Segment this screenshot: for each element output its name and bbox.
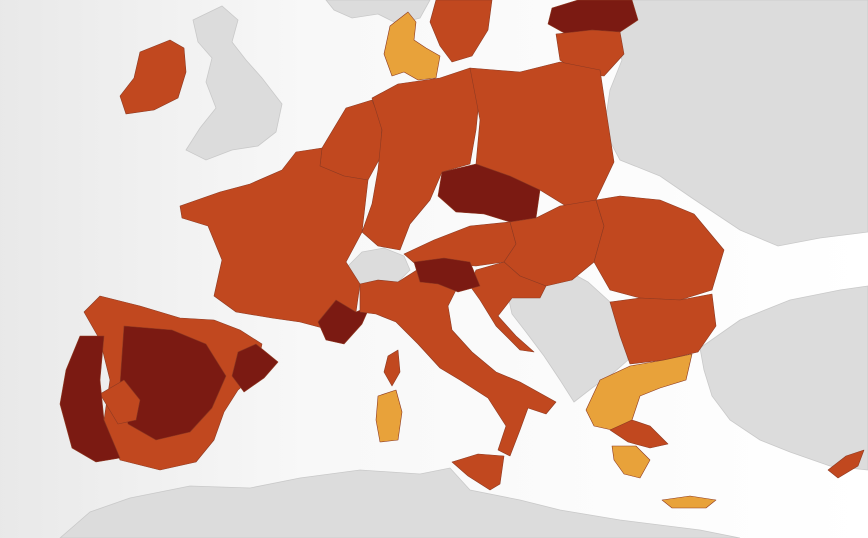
region-north-africa <box>59 467 741 538</box>
region-croatia <box>469 261 547 353</box>
region-turkey <box>699 285 868 471</box>
region-estonia-latvia <box>547 0 639 35</box>
region-ireland <box>119 39 187 115</box>
region-italy-north <box>413 257 481 293</box>
region-peloponnese <box>611 445 651 479</box>
region-denmark <box>383 11 441 81</box>
region-sicily <box>451 453 505 491</box>
region-bulgaria <box>609 293 717 365</box>
region-france <box>179 147 369 331</box>
region-sardinia <box>375 389 403 443</box>
region-germany <box>361 67 481 251</box>
region-crete <box>661 495 717 509</box>
region-greece-north <box>585 353 693 431</box>
region-romania <box>593 195 725 301</box>
region-sweden <box>429 0 493 63</box>
region-belarus-ukraine <box>599 0 868 247</box>
region-slovakia-hungary <box>503 199 605 287</box>
region-corsica <box>383 349 401 387</box>
region-greece-attica <box>609 419 669 449</box>
region-spain-madrid <box>99 379 141 425</box>
region-cyprus <box>827 449 865 479</box>
region-portugal <box>59 335 121 463</box>
region-france-southeast <box>317 299 371 345</box>
region-catalonia <box>231 343 279 393</box>
region-great-britain <box>185 5 283 161</box>
